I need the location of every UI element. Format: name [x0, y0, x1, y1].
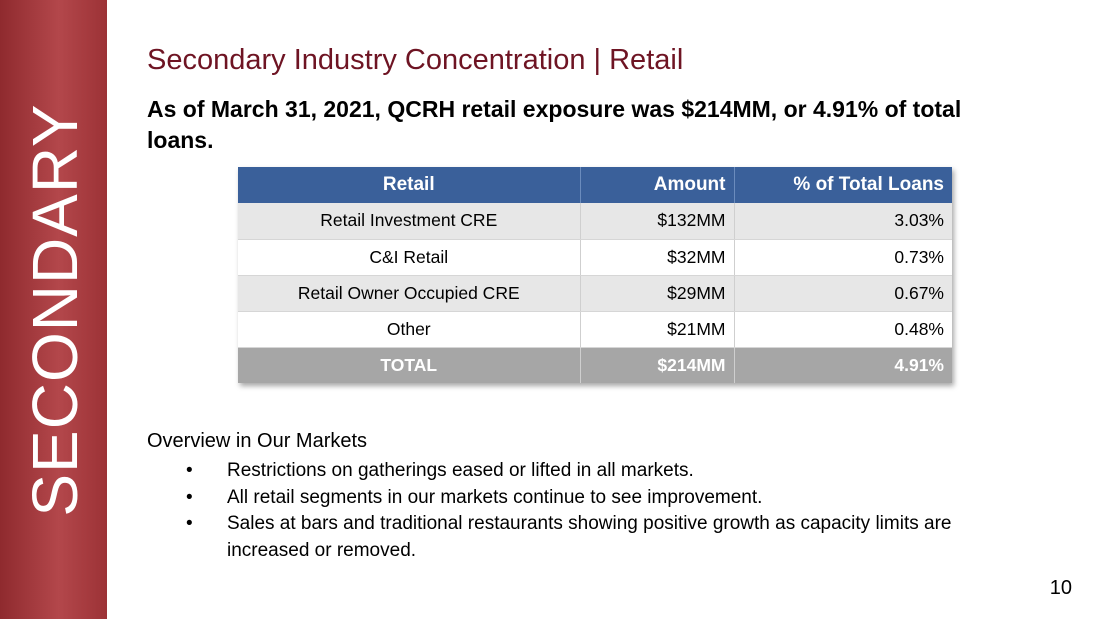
header-amount: Amount	[580, 167, 735, 203]
bullet-text: All retail segments in our markets conti…	[227, 486, 763, 508]
segment-cell: Retail Investment CRE	[238, 203, 581, 240]
overview-bullet-list: • Restrictions on gatherings eased or li…	[186, 458, 986, 564]
page-number: 10	[1049, 577, 1072, 599]
headline: As of March 31, 2021, QCRH retail exposu…	[147, 96, 962, 153]
segment-cell: Retail Owner Occupied CRE	[238, 275, 581, 312]
amount-cell: $32MM	[580, 239, 735, 276]
bullet-icon: •	[186, 513, 193, 534]
bullet-text: Sales at bars and traditional restaurant…	[227, 513, 952, 561]
section-label: SECONDARY	[19, 103, 91, 517]
table-row: Other $21MM 0.48%	[238, 311, 952, 348]
segment-cell: C&I Retail	[238, 239, 581, 276]
amount-cell: $29MM	[580, 275, 735, 312]
list-item: • Restrictions on gatherings eased or li…	[186, 458, 986, 485]
percent-cell: 3.03%	[734, 203, 952, 240]
retail-table: Retail Amount % of Total Loans Retail In…	[238, 167, 952, 383]
total-percent-cell: 4.91%	[734, 347, 952, 383]
overview-title: Overview in Our Markets	[147, 430, 368, 452]
sidebar-band: SECONDARY	[0, 0, 107, 619]
bullet-icon: •	[186, 460, 193, 481]
percent-cell: 0.67%	[734, 275, 952, 312]
amount-cell: $132MM	[580, 203, 735, 240]
amount-cell: $21MM	[580, 311, 735, 348]
segment-cell: Other	[238, 311, 581, 348]
bullet-icon: •	[186, 486, 193, 508]
table-row: Retail Owner Occupied CRE $29MM 0.67%	[238, 275, 952, 312]
table-row: C&I Retail $32MM 0.73%	[238, 239, 952, 276]
header-percent-of-total-loans: % of Total Loans	[734, 167, 952, 203]
total-amount-cell: $214MM	[580, 347, 735, 383]
header-retail: Retail	[238, 167, 581, 203]
table-header-row: Retail Amount % of Total Loans	[238, 167, 952, 203]
percent-cell: 0.73%	[734, 239, 952, 276]
bullet-text: Restrictions on gatherings eased or lift…	[227, 460, 694, 481]
page-title: Secondary Industry Concentration | Retai…	[147, 44, 684, 76]
total-label-cell: TOTAL	[238, 347, 581, 383]
retail-exposure-table: Retail Amount % of Total Loans Retail In…	[238, 167, 952, 383]
list-item: • All retail segments in our markets con…	[186, 485, 986, 512]
table-row: Retail Investment CRE $132MM 3.03%	[238, 203, 952, 240]
percent-cell: 0.48%	[734, 311, 952, 348]
table-total-row: TOTAL $214MM 4.91%	[238, 347, 952, 383]
list-item: • Sales at bars and traditional restaura…	[186, 511, 986, 564]
